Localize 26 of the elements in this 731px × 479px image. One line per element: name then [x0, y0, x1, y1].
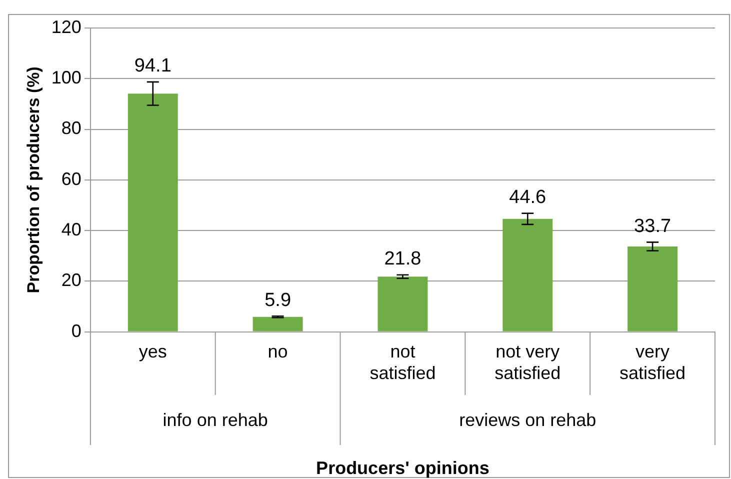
y-tick-label: 0	[71, 320, 82, 341]
data-label: 5.9	[264, 290, 292, 311]
data-label: 33.7	[634, 216, 672, 237]
bar	[378, 276, 428, 332]
x-tick-label: not satisfied	[370, 342, 436, 384]
data-label: 94.1	[134, 56, 172, 77]
y-axis-title: Proportion of producers (%)	[24, 66, 43, 294]
bar	[252, 316, 303, 332]
y-tick-label: 20	[61, 270, 82, 290]
y-tick-label: 100	[51, 68, 82, 88]
bar	[628, 246, 678, 332]
y-tick-label: 60	[61, 168, 82, 189]
x-tick-label: yes	[138, 342, 167, 362]
x-axis-title: Producers' opinions	[316, 458, 490, 478]
y-tick-label: 80	[61, 118, 82, 138]
x-tick-label: very satisfied	[620, 342, 686, 384]
y-tick-label: 120	[51, 16, 82, 37]
x-tick-label: no	[268, 342, 288, 362]
y-tick-label: 40	[61, 220, 82, 240]
bar	[502, 218, 553, 332]
data-label: 44.6	[509, 187, 546, 208]
text: reviews on rehab	[459, 410, 596, 430]
data-label: 21.8	[384, 248, 422, 270]
bar	[128, 94, 178, 332]
x-tick-label: not very satisfied	[494, 342, 561, 384]
text: info on rehab	[162, 410, 268, 430]
